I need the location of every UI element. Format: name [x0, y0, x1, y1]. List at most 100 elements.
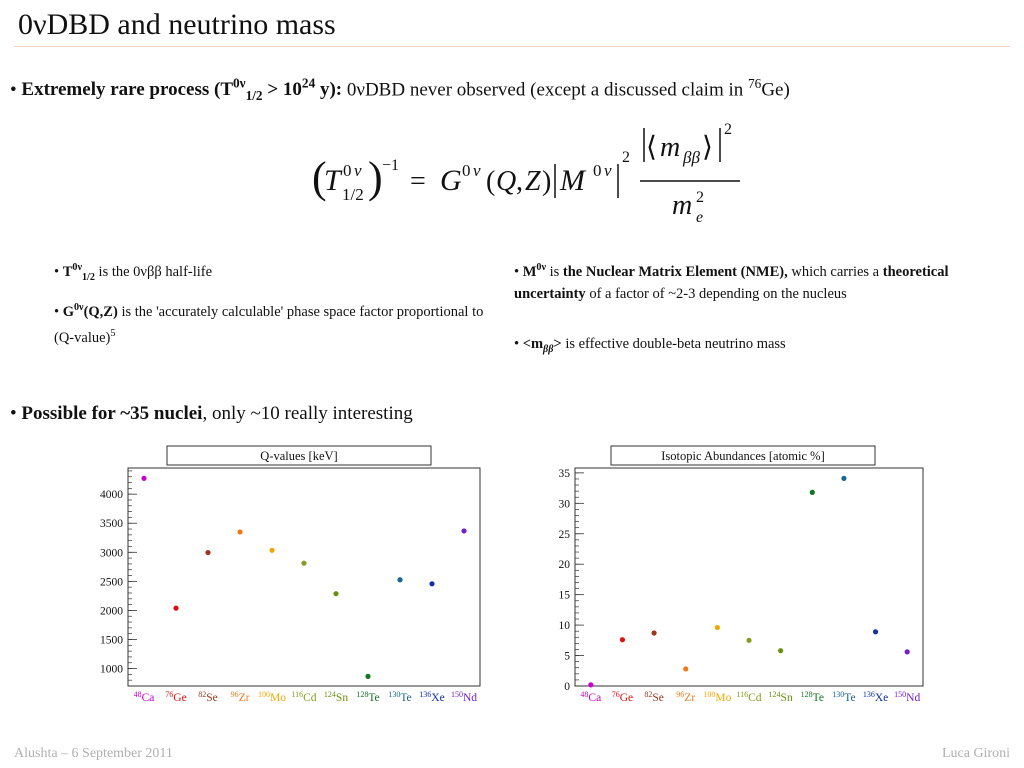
y-tick-label: 0: [564, 681, 570, 693]
y-tick-label: 20: [559, 559, 571, 571]
svg-text:2: 2: [696, 189, 704, 206]
x-tick-label: 128Te: [356, 690, 379, 704]
data-point: [872, 629, 879, 635]
x-tick-label: 130Te: [388, 690, 411, 704]
x-tick-label: 76Ge: [612, 690, 633, 704]
note-bold: <m: [522, 336, 544, 352]
note-marker: •: [514, 336, 523, 352]
svg-text:M: M: [559, 164, 587, 197]
svg-text:(: (: [486, 166, 495, 197]
x-tick-label: 96Zr: [676, 690, 695, 704]
footer-event: Alushta – 6 September 2011: [14, 746, 173, 761]
svg-text:0: 0: [593, 161, 602, 180]
x-tick-label: 130Te: [832, 690, 855, 704]
x-tick-label: 136Xe: [419, 690, 444, 704]
bullet-bold: Possible for ~35 nuclei: [21, 403, 203, 424]
x-tick-label: 116Cd: [736, 690, 761, 704]
note-marker: •: [54, 303, 63, 320]
data-point: [173, 605, 179, 611]
svg-text:): ): [368, 153, 383, 202]
note-text1: is: [545, 263, 563, 280]
note-text: is effective double-beta neutrino mass: [561, 336, 786, 352]
title-divider: [14, 46, 1010, 47]
note-bold: T: [62, 263, 73, 280]
lead-sub: 1/2: [245, 88, 263, 104]
bullet-possible-nuclei: • Possible for ~35 nuclei, only ~10 real…: [10, 400, 413, 427]
x-tick-label: 48Ca: [134, 690, 155, 704]
bullet-text: 0νDBD never observed (except a discussed…: [342, 79, 749, 101]
y-tick-label: 30: [559, 498, 571, 510]
svg-text:0: 0: [343, 161, 352, 180]
svg-text:⟨: ⟨: [646, 132, 657, 163]
note-marker: •: [54, 263, 63, 280]
x-tick-label: 76Ge: [165, 690, 186, 704]
x-tick-label: 82Se: [198, 690, 218, 704]
svg-text:Z: Z: [525, 166, 541, 197]
data-point: [841, 475, 847, 481]
slide-title: 0νDBD and neutrino mass: [18, 8, 336, 41]
note-sub: 1/2: [81, 271, 95, 283]
svg-text:1/2: 1/2: [342, 185, 364, 204]
x-tick-label: 150Nd: [451, 690, 477, 704]
data-point: [269, 547, 275, 553]
data-point: [333, 591, 339, 597]
note-sub: ββ: [543, 343, 554, 355]
data-point: [461, 528, 467, 534]
bullet-lead: Extremely rare process (T0ν1/2 > 1024 y)…: [21, 76, 343, 104]
y-tick-label: 1500: [100, 634, 123, 646]
svg-text:ν: ν: [604, 161, 612, 180]
y-tick-label: 1000: [100, 664, 123, 676]
chart-title-box: [166, 445, 432, 466]
note-marker: •: [514, 263, 523, 280]
bullet-text: , only ~10 really interesting: [202, 403, 413, 424]
svg-text:−1: −1: [382, 157, 399, 174]
svg-text:m: m: [660, 132, 680, 163]
y-tick-label: 3500: [100, 518, 123, 530]
note-text: is the 0νββ half-life: [94, 263, 213, 280]
data-point: [619, 637, 626, 643]
x-tick-label: 82Se: [644, 690, 664, 704]
data-point: [205, 549, 211, 556]
chart-title-box: [610, 445, 876, 466]
svg-text:2: 2: [622, 149, 630, 166]
data-point: [141, 475, 147, 481]
svg-text:,: ,: [516, 166, 523, 197]
note-tail-sup: 5: [110, 327, 116, 339]
data-point: [237, 529, 243, 535]
footer-author: Luca Gironi: [941, 746, 1010, 761]
note-bold: G: [62, 303, 74, 320]
svg-text:ββ: ββ: [682, 148, 700, 167]
bullet-rare-process: • Extremely rare process (T0ν1/2 > 1024 …: [10, 70, 1010, 109]
x-tick-label: 150Nd: [894, 690, 920, 704]
note-sup: 0ν: [72, 262, 82, 273]
svg-text:2: 2: [724, 121, 732, 138]
svg-text:T: T: [324, 164, 343, 197]
svg-text:m: m: [672, 190, 692, 221]
plot-frame: [574, 467, 924, 687]
chart-title: Q-values [keV]: [260, 449, 337, 463]
svg-text:): ): [542, 166, 551, 197]
abundance-chart-svg: Isotopic Abundances [atomic %] 0 5 10 15 20 25…: [559, 445, 924, 704]
svg-text:ν: ν: [354, 161, 362, 180]
lead-end: y):: [315, 79, 343, 101]
data-point: [809, 489, 815, 495]
y-tick-label: 2500: [100, 576, 123, 588]
svg-text:e: e: [696, 209, 703, 226]
bullet-marker: •: [10, 403, 22, 424]
iso-sup: 76: [748, 76, 762, 91]
lead-sup: 0ν: [233, 76, 246, 91]
y-tick-label: 2000: [100, 605, 123, 617]
data-point: [714, 624, 720, 631]
data-point: [746, 637, 752, 643]
y-tick-label: 5: [564, 651, 570, 663]
svg-text:ν: ν: [473, 161, 481, 180]
svg-text:⟩: ⟩: [702, 132, 713, 163]
svg-text:Q: Q: [496, 166, 516, 197]
x-tick-label: 48Ca: [580, 690, 601, 704]
x-tick-label: 100Mo: [703, 690, 731, 704]
x-tick-label: 124Sn: [769, 690, 793, 704]
x-tick-label: 128Te: [801, 690, 824, 704]
svg-text:0: 0: [462, 161, 471, 180]
y-tick-label: 15: [559, 590, 571, 602]
